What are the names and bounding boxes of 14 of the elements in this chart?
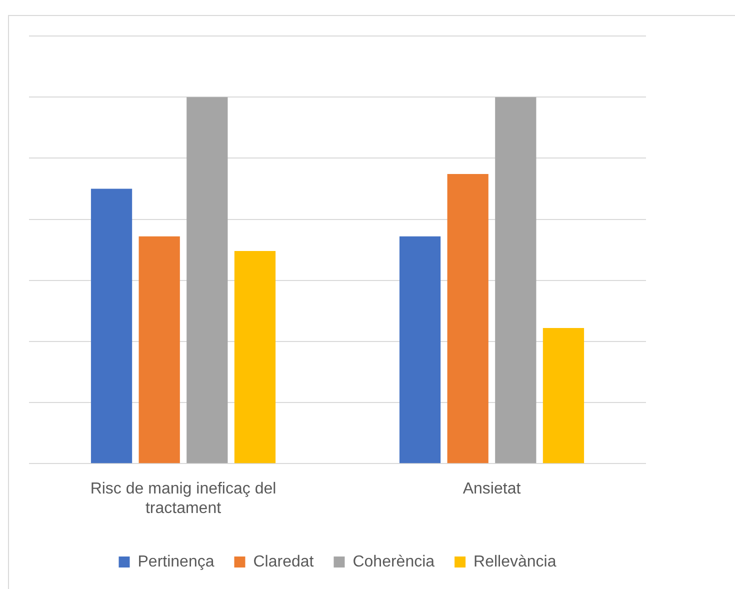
bar bbox=[399, 236, 441, 464]
bar bbox=[495, 97, 536, 464]
bar bbox=[138, 236, 180, 464]
bar bbox=[90, 188, 132, 464]
bar bbox=[447, 174, 488, 464]
bar bbox=[234, 251, 276, 464]
x-tick-label: Risc de manig ineficaç del tractament bbox=[90, 480, 276, 517]
legend-label: Rellevància bbox=[474, 553, 556, 570]
legend-label: Pertinença bbox=[138, 553, 214, 570]
bar bbox=[186, 97, 228, 464]
bar bbox=[542, 328, 584, 464]
x-tick-label: Ansietat bbox=[462, 480, 522, 498]
legend-label: Coherència bbox=[352, 553, 435, 570]
legend-label: Claredat bbox=[253, 553, 314, 570]
